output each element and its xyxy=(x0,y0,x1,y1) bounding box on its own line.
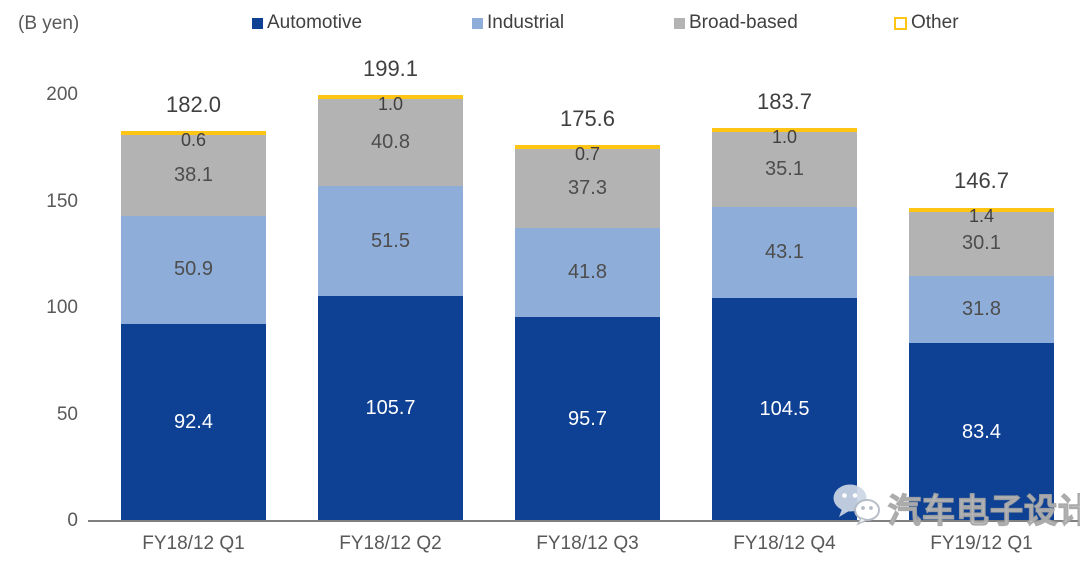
bar-segment-industrial: 43.1 xyxy=(712,206,857,299)
y-axis-unit-label: (B yen) xyxy=(18,13,80,34)
bar-segment-broad-based: 38.1 xyxy=(121,134,266,216)
bar-total-label: 146.7 xyxy=(953,167,1010,193)
bar-total-label: 199.1 xyxy=(362,56,419,82)
bar-total-label: 175.6 xyxy=(559,106,616,132)
bar-segment-other xyxy=(909,207,1054,212)
bar-segment-broad-based: 30.1 xyxy=(909,211,1054,276)
legend-item-automotive: Automotive xyxy=(252,12,472,34)
wechat-icon xyxy=(830,481,884,534)
segment-value-label: 40.8 xyxy=(371,131,410,154)
watermark: 汽车电子设计 xyxy=(830,481,1080,534)
bar-segment-industrial: 41.8 xyxy=(515,228,660,318)
x-axis-line xyxy=(88,520,1080,522)
legend-swatch xyxy=(674,17,685,29)
x-axis-label: FY18/12 Q1 xyxy=(142,533,245,554)
legend-swatch xyxy=(252,17,263,29)
watermark-text: 汽车电子设计 xyxy=(887,491,1080,529)
bar-segment-other xyxy=(318,95,463,100)
other-value-label: 0.6 xyxy=(180,130,207,151)
y-axis-tick: 50 xyxy=(56,403,78,425)
bar-total-label: 183.7 xyxy=(756,88,813,114)
legend-label: Broad-based xyxy=(689,12,798,33)
bar-segment-industrial: 31.8 xyxy=(909,275,1054,344)
bar-segment-industrial: 50.9 xyxy=(121,215,266,325)
y-axis-tick: 150 xyxy=(46,190,78,212)
y-axis-tick: 100 xyxy=(46,297,78,318)
segment-value-label: 51.5 xyxy=(371,229,410,252)
bar-segment-other xyxy=(712,127,857,132)
segment-value-label: 104.5 xyxy=(759,398,810,421)
x-axis-label: FY18/12 Q2 xyxy=(339,533,442,554)
segment-value-label: 95.7 xyxy=(568,407,607,430)
bar-segment-broad-based: 35.1 xyxy=(712,131,857,207)
bar-segment-automotive: 92.4 xyxy=(121,324,266,521)
x-axis-label: FY18/12 Q4 xyxy=(733,533,836,554)
other-value-label: 1.4 xyxy=(968,205,995,226)
y-axis-tick: 0 xyxy=(67,510,78,531)
y-axis-tick: 200 xyxy=(46,84,78,105)
legend-item-industrial: Industrial xyxy=(472,12,674,34)
legend-swatch xyxy=(472,17,483,29)
bar-segment-industrial: 51.5 xyxy=(318,186,463,296)
segment-value-label: 37.3 xyxy=(568,176,607,199)
other-value-label: 0.7 xyxy=(574,144,601,165)
bar-segment-other xyxy=(515,144,660,149)
bar-segment-automotive: 95.7 xyxy=(515,317,660,521)
bar-segment-automotive: 104.5 xyxy=(712,298,857,521)
other-value-label: 1.0 xyxy=(377,94,404,115)
bar-total-label: 182.0 xyxy=(165,92,222,118)
segment-value-label: 38.1 xyxy=(174,163,213,186)
bar-segment-broad-based: 40.8 xyxy=(318,99,463,187)
legend-label: Other xyxy=(911,12,959,33)
segment-value-label: 35.1 xyxy=(765,157,804,180)
chart-legend: Automotive Industrial Broad-based Other xyxy=(252,12,964,34)
x-axis-label: FY19/12 Q1 xyxy=(930,533,1033,554)
legend-item-other: Other xyxy=(894,12,964,34)
legend-swatch xyxy=(894,16,907,30)
segment-value-label: 83.4 xyxy=(962,420,1001,443)
bar-segment-broad-based: 37.3 xyxy=(515,148,660,229)
segment-value-label: 92.4 xyxy=(174,411,213,434)
segment-value-label: 41.8 xyxy=(568,261,607,284)
segment-value-label: 31.8 xyxy=(962,297,1001,320)
legend-item-broad-based: Broad-based xyxy=(674,12,894,34)
bar-segment-automotive: 83.4 xyxy=(909,343,1054,521)
x-axis-label: FY18/12 Q3 xyxy=(536,533,639,554)
other-value-label: 1.0 xyxy=(771,126,798,147)
segment-value-label: 30.1 xyxy=(962,232,1001,255)
segment-value-label: 50.9 xyxy=(174,258,213,281)
bar-segment-other xyxy=(121,130,266,135)
bar-segment-automotive: 105.7 xyxy=(318,295,463,521)
segment-value-label: 105.7 xyxy=(365,396,416,419)
legend-label: Industrial xyxy=(487,12,565,33)
legend-label: Automotive xyxy=(267,12,363,33)
segment-value-label: 43.1 xyxy=(765,241,804,263)
